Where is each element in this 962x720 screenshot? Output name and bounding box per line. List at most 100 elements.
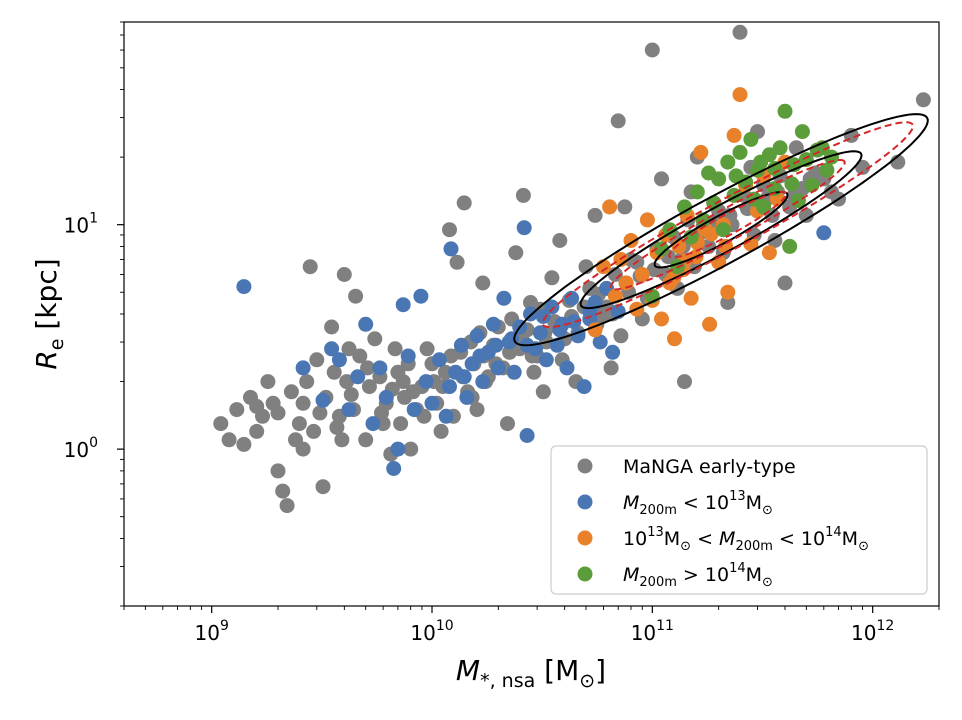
point-blue (315, 392, 331, 408)
legend-marker-orange (577, 530, 593, 546)
contour-solid-3 (653, 190, 789, 269)
point-gray (213, 416, 229, 432)
point-gray (302, 259, 318, 275)
point-gray (279, 498, 295, 514)
point-blue (519, 428, 535, 443)
point-orange (702, 316, 718, 332)
point-blue (592, 334, 608, 350)
point-blue (442, 379, 457, 395)
point-gray (291, 416, 307, 432)
point-green (732, 144, 748, 160)
contour-layer (513, 113, 929, 347)
point-orange (587, 322, 603, 338)
point-gray (855, 159, 871, 175)
point-gray (587, 207, 603, 223)
point-blue (506, 364, 522, 380)
point-blue (386, 461, 402, 476)
x-tick-label: 1012 (851, 618, 894, 645)
point-gray (395, 374, 411, 390)
point-blue (516, 220, 532, 236)
point-gray (544, 270, 560, 286)
point-green (794, 124, 810, 140)
point-gray (295, 395, 311, 411)
point-gray (334, 432, 350, 448)
legend-box (550, 445, 928, 595)
legend-label-gray: MaNGA early-type (623, 456, 796, 478)
point-gray (249, 423, 265, 439)
point-gray (419, 341, 435, 357)
point-blue (400, 348, 416, 364)
point-blue (475, 374, 491, 390)
point-gray (336, 267, 352, 282)
point-green (677, 199, 692, 215)
point-green (777, 103, 793, 119)
point-gray (732, 24, 748, 40)
point-blue (459, 389, 475, 405)
legend-label-blue: M200m < 1013M⊙ (623, 489, 773, 518)
point-green (824, 149, 839, 165)
point-blue (535, 309, 551, 324)
point-gray (654, 171, 669, 187)
point-gray (449, 254, 465, 270)
legend-label-green: M200m > 1014M⊙ (623, 561, 773, 590)
point-blue (544, 299, 560, 315)
point-green (689, 184, 705, 200)
point-gray (367, 331, 383, 347)
point-gray (374, 405, 389, 421)
point-blue (469, 328, 485, 344)
point-blue (549, 337, 565, 353)
point-gray (603, 360, 619, 376)
point-blue (488, 337, 504, 353)
contour-dashed-3 (668, 190, 788, 259)
x-axis-label: M*, nsa [M⊙] (456, 654, 606, 692)
point-blue (236, 279, 252, 295)
point-gray (617, 199, 633, 215)
point-gray (515, 187, 531, 203)
point-gray (646, 262, 662, 278)
point-orange (732, 87, 748, 103)
point-blue (443, 241, 459, 257)
x-tick-label: 1011 (631, 618, 674, 645)
point-gray (915, 92, 931, 108)
point-blue (472, 348, 488, 364)
point-orange (693, 144, 709, 160)
legend-marker-green (577, 566, 593, 582)
contour-solid-2 (579, 150, 863, 310)
point-gray (260, 374, 276, 390)
point-blue (523, 306, 538, 322)
point-green (819, 162, 835, 178)
point-blue (341, 402, 357, 418)
point-green (720, 154, 736, 170)
point-gray (229, 402, 245, 418)
point-blue (324, 341, 340, 357)
point-gray (295, 441, 311, 457)
point-orange (639, 212, 655, 228)
point-blue (378, 389, 394, 405)
point-green (784, 176, 800, 192)
point-blue (424, 395, 440, 411)
point-orange (602, 199, 618, 215)
point-blue (566, 314, 582, 330)
point-blue (358, 316, 374, 332)
point-blue (295, 360, 311, 376)
point-gray (405, 384, 421, 400)
point-blue (390, 441, 406, 457)
legend-marker-blue (577, 494, 593, 510)
point-gray (535, 384, 551, 400)
point-gray (403, 441, 419, 457)
point-blue (490, 360, 506, 376)
point-gray (343, 387, 359, 403)
point-gray (526, 364, 542, 380)
point-gray (387, 341, 403, 357)
point-green (804, 177, 820, 193)
point-gray (312, 405, 328, 421)
point-blue (418, 374, 434, 390)
point-gray (644, 42, 660, 58)
point-blue (456, 369, 472, 385)
point-blue (431, 352, 447, 368)
point-gray (270, 405, 286, 421)
legend-marker-gray (577, 458, 593, 474)
point-blue (532, 325, 548, 341)
point-blue (816, 225, 832, 241)
